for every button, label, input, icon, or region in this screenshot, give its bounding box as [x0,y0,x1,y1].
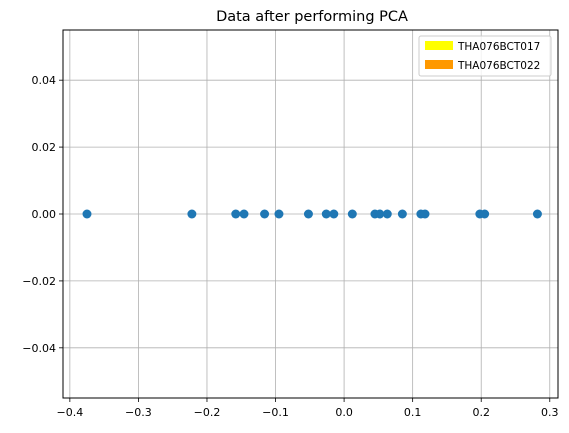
data-point [382,209,392,219]
data-point [187,209,197,219]
chart-title: Data after performing PCA [216,9,408,25]
data-point [231,209,241,219]
x-tick-label: −0.3 [125,406,152,419]
data-point [397,209,407,219]
x-tick-label: −0.2 [194,406,221,419]
data-point [321,209,331,219]
data-point [532,209,542,219]
x-tick-label: −0.1 [262,406,289,419]
grid [63,30,558,398]
data-point [239,209,249,219]
y-tick-label: −0.04 [22,342,56,355]
x-tick-label: 0.2 [472,406,490,419]
data-point [260,209,270,219]
plot-area [82,209,542,219]
legend-label-0: THA076BCT017 [457,41,540,53]
data-point [375,209,385,219]
x-tick-label: 0.0 [335,406,353,419]
y-tick-label: 0.02 [32,141,57,154]
y-axis: −0.04 −0.02 0.00 0.02 0.04 [22,74,63,355]
x-tick-label: 0.1 [404,406,422,419]
legend-swatch-orange [425,60,453,69]
y-tick-label: 0.00 [32,208,57,221]
data-point [274,209,284,219]
legend-swatch-yellow [425,41,453,50]
y-tick-label: 0.04 [32,74,57,87]
data-point [420,209,430,219]
legend: THA076BCT017 THA076BCT022 [418,35,552,77]
data-point [329,209,339,219]
x-tick-label: 0.3 [541,406,559,419]
data-point [82,209,92,219]
data-point [303,209,313,219]
data-point [347,209,357,219]
legend-label-1: THA076BCT022 [457,60,540,72]
x-axis: −0.4 −0.3 −0.2 −0.1 0.0 0.1 0.2 0.3 [56,398,559,419]
x-tick-label: −0.4 [56,406,83,419]
data-point [480,209,490,219]
y-tick-label: −0.02 [22,275,56,288]
